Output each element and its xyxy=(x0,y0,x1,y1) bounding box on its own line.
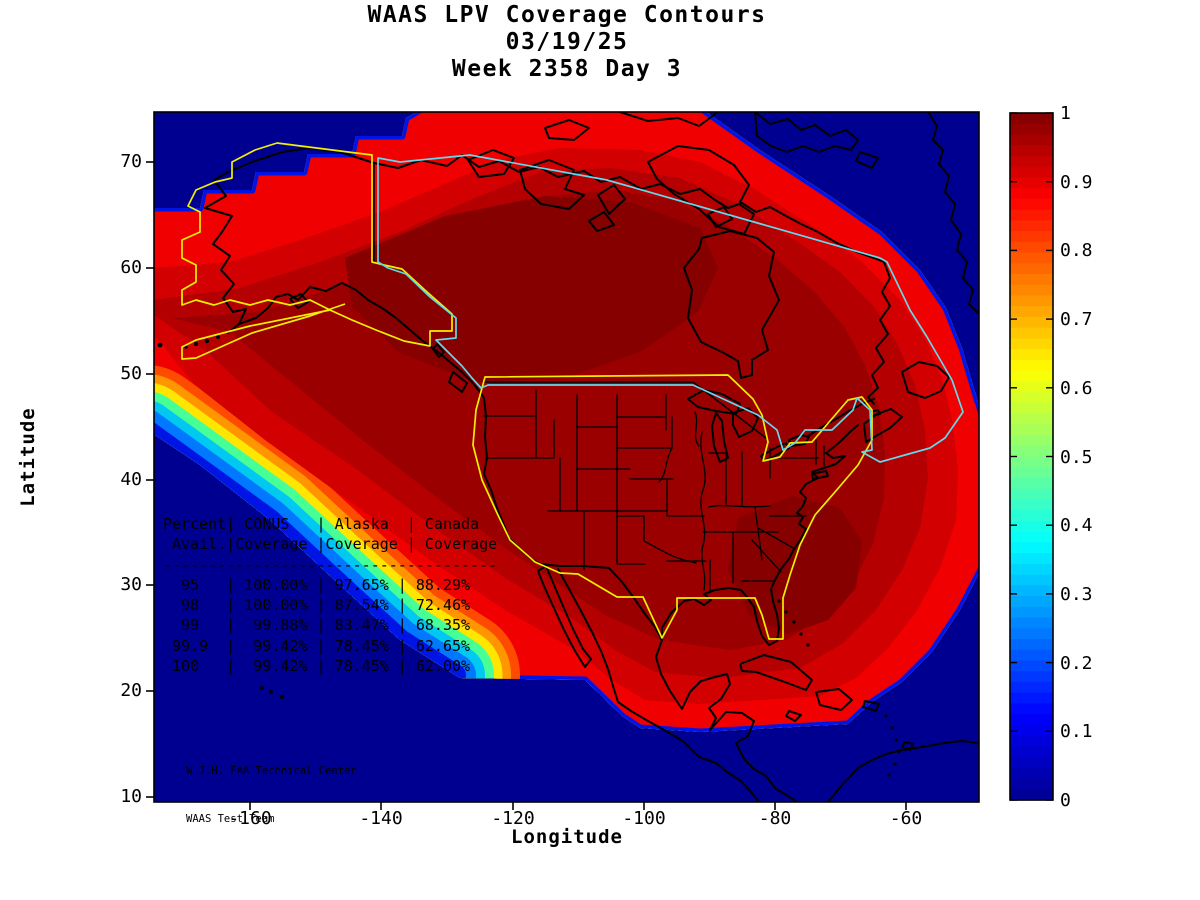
y-tick-label: 70 xyxy=(120,151,142,172)
colorbar-tick-label: 0.4 xyxy=(1060,515,1093,537)
colorbar-tick-label: 0.5 xyxy=(1060,446,1093,468)
table-line: 99.9 | 99.42% | 78.45% | 62.65% xyxy=(163,636,471,655)
x-tick-label: -160 xyxy=(228,808,272,829)
credit-line-2: WAAS Test Team xyxy=(186,813,275,825)
colorbar-tick-label: 0.2 xyxy=(1060,652,1093,674)
table-line: 99 | 99.88% | 83.47% | 68.35% xyxy=(163,616,471,635)
credit-line-1: W.J.H. FAA Technical Center xyxy=(186,765,357,777)
canada-region-outline xyxy=(377,154,964,463)
colorbar-tick-label: 0.8 xyxy=(1060,240,1093,262)
table-line: ------------------------------------- xyxy=(163,555,498,574)
colorbar-tick-label: 0.6 xyxy=(1060,377,1093,399)
coastline-outlines xyxy=(204,112,979,802)
small-islands xyxy=(157,335,901,777)
page-title: WAAS LPV Coverage Contours xyxy=(367,2,767,28)
axis-tick-marks xyxy=(146,161,907,810)
coverage-table-overlay: Percent| CONUS | Alaska | Canada Avail.|… xyxy=(163,514,497,676)
y-tick-label: 30 xyxy=(120,574,142,595)
y-tick-label: 40 xyxy=(120,469,142,490)
credit-text: W.J.H. FAA Technical Center WAAS Test Te… xyxy=(186,731,357,859)
y-axis-label: Latitude xyxy=(17,407,39,507)
title-week-day: Week 2358 Day 3 xyxy=(451,56,683,82)
colorbar-tick-label: 0.9 xyxy=(1060,171,1093,193)
table-line: 98 | 100.00% | 87.54% | 72.46% xyxy=(163,596,471,615)
table-line: Avail.|Coverage |Coverage | Coverage xyxy=(163,535,498,554)
colorbar-tick-label: 0 xyxy=(1060,790,1071,811)
colorbar-tick-label: 0.7 xyxy=(1060,309,1093,331)
x-tick-label: -120 xyxy=(491,808,535,829)
x-tick-label: -80 xyxy=(758,808,792,829)
y-tick-label: 60 xyxy=(120,257,142,278)
colorbar-ticks xyxy=(1010,112,1053,801)
colorbar-tick-label: 0.3 xyxy=(1060,583,1093,605)
y-tick-label: 50 xyxy=(120,363,142,384)
x-tick-label: -60 xyxy=(889,808,923,829)
x-tick-label: -100 xyxy=(622,808,666,829)
state-boundaries xyxy=(483,389,825,593)
table-line: 95 | 100.00% | 97.65% | 88.29% xyxy=(163,575,471,594)
colorbar-tick-label: 0.1 xyxy=(1060,721,1093,743)
x-tick-label: -140 xyxy=(359,808,403,829)
table-line: 100 | 99.42% | 78.45% | 62.00% xyxy=(163,657,471,676)
y-tick-label: 10 xyxy=(120,786,142,807)
colorbar-tick-label: 1 xyxy=(1060,103,1071,124)
colorbar-gradient xyxy=(1010,113,1053,801)
y-tick-label: 20 xyxy=(120,680,142,701)
plot-area xyxy=(154,112,979,802)
plot-frame xyxy=(153,111,980,803)
title-date: 03/19/25 xyxy=(505,29,629,55)
table-line: Percent| CONUS | Alaska | Canada xyxy=(163,515,480,533)
x-axis-label: Longitude xyxy=(511,826,623,848)
